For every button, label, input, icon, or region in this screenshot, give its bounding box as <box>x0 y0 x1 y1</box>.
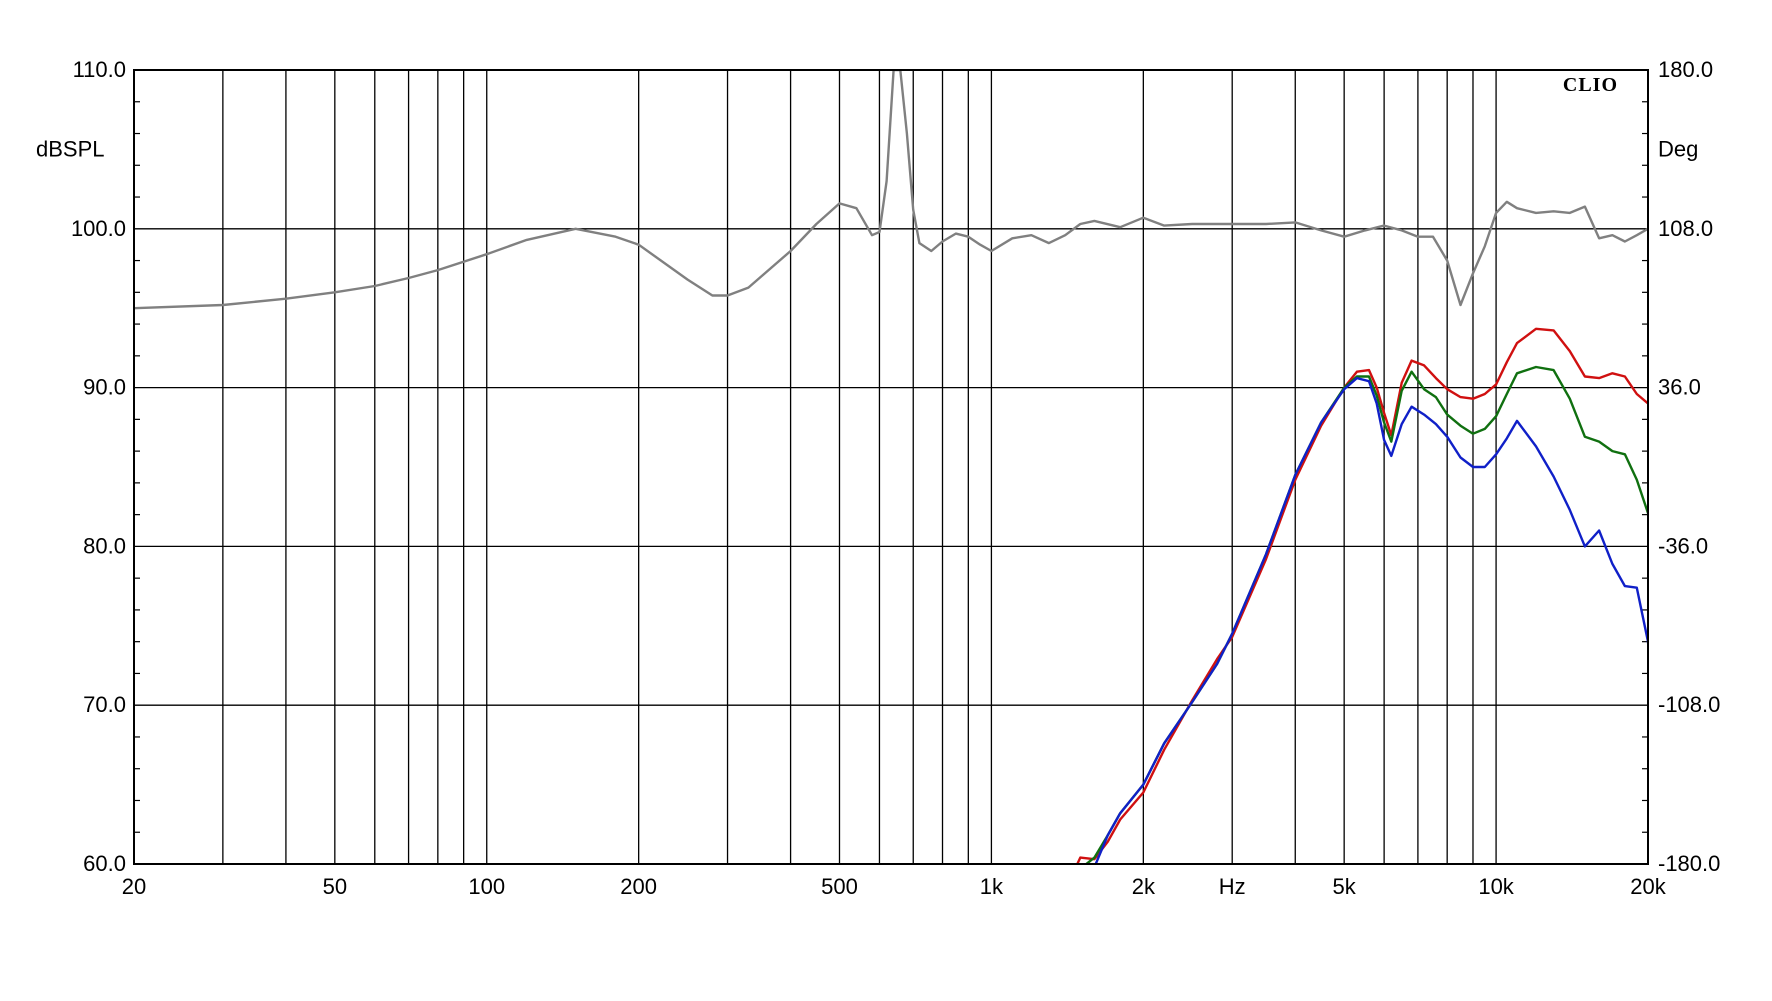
series-line-3 <box>1084 365 1648 864</box>
y-axis-left-unit: dBSPL <box>36 136 105 161</box>
series-line-1 <box>134 70 1648 310</box>
x-tick-label: 1k <box>980 874 1004 899</box>
label-layer: 110.0 100.0 90.0 80.0 70.0 60.0 180.0 108.0 36.0… <box>71 57 1720 899</box>
x-tick-label: 5k <box>1333 874 1357 899</box>
x-tick-label: 10k <box>1478 874 1514 899</box>
y-left-tick-label: 90.0 <box>83 375 126 400</box>
y-right-tick-label: 108.0 <box>1658 216 1713 241</box>
x-tick-label: 20k <box>1630 874 1666 899</box>
y-left-tick-label: 70.0 <box>83 692 126 717</box>
y-left-tick-label: 110.0 <box>73 57 126 82</box>
plot-frame <box>133 69 1649 865</box>
y-right-tick-label: 180.0 <box>1658 57 1713 82</box>
y-right-tick-label: -108.0 <box>1658 692 1720 717</box>
y-right-tick-label: -36.0 <box>1658 533 1708 558</box>
series-layer <box>134 70 1648 864</box>
x-tick-label: 500 <box>821 874 858 899</box>
y-right-tick-label: -180.0 <box>1658 851 1720 876</box>
y-right-tick-label: 36.0 <box>1658 375 1701 400</box>
x-tick-label: 2k <box>1132 874 1156 899</box>
y-left-tick-label: 80.0 <box>83 533 126 558</box>
x-tick-label: 20 <box>122 874 146 899</box>
y-axis-right-unit: Deg <box>1658 136 1698 161</box>
brand-label: CLIO <box>1563 74 1618 96</box>
series-line-2 <box>1075 327 1648 864</box>
y-left-tick-label: 60.0 <box>83 851 126 876</box>
x-tick-label: 200 <box>620 874 657 899</box>
x-tick-label: 100 <box>468 874 505 899</box>
grid-layer <box>134 69 1648 865</box>
x-axis-unit: Hz <box>1219 874 1246 899</box>
series-line-4 <box>1094 376 1648 864</box>
y-left-tick-label: 100.0 <box>71 216 126 241</box>
x-tick-label: 50 <box>323 874 347 899</box>
